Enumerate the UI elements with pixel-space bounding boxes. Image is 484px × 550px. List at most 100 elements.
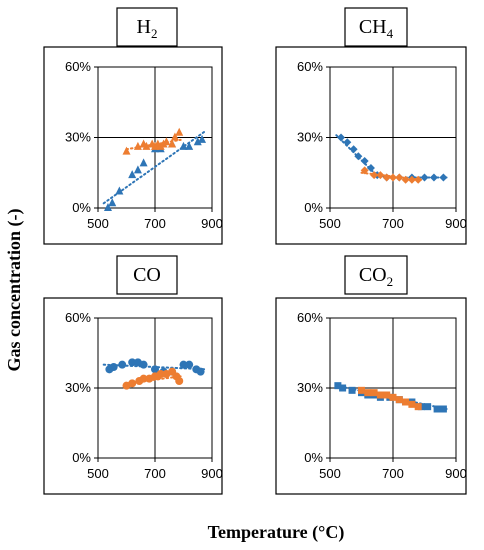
series-orange (358, 386, 423, 411)
data-point (376, 171, 385, 180)
series-orange (122, 127, 184, 155)
data-point (389, 173, 397, 182)
y-tick-label: 0% (304, 200, 323, 215)
data-point (407, 175, 416, 184)
x-axis-label: Temperature (°C) (208, 522, 345, 543)
y-tick-label: 60% (297, 59, 323, 74)
x-tick-label: 500 (319, 466, 341, 481)
data-point (401, 175, 410, 184)
panel-title-box (116, 7, 178, 47)
y-tick-label: 60% (297, 310, 323, 325)
data-point (139, 158, 148, 167)
data-point (383, 391, 391, 399)
data-point (170, 132, 179, 141)
x-tick-label: 700 (382, 466, 404, 481)
data-point (414, 403, 422, 411)
data-point (128, 170, 137, 179)
data-point (175, 127, 184, 136)
y-axis-label: Gas concentration (-) (4, 209, 25, 372)
x-tick-label: 500 (319, 216, 341, 231)
panel-frame (275, 46, 467, 245)
data-point (115, 186, 124, 195)
data-point (139, 374, 148, 383)
x-tick-label: 900 (445, 216, 467, 231)
panel-title: H2 (137, 16, 158, 41)
series-orange (122, 367, 184, 390)
data-point (429, 173, 438, 182)
chart-panel-4: CO2 500 700 900 0% 30% 60% (275, 255, 467, 495)
data-point (193, 137, 202, 146)
y-tick-label: 60% (65, 310, 91, 325)
data-point (364, 389, 372, 397)
data-point (156, 370, 165, 378)
data-point (420, 173, 429, 182)
x-tick-label: 700 (382, 216, 404, 231)
data-point (185, 141, 194, 150)
data-point (198, 134, 207, 143)
x-tick-label: 700 (144, 466, 166, 481)
data-point (360, 157, 369, 165)
x-tick-label: 900 (201, 216, 223, 231)
data-point (196, 367, 205, 376)
y-tick-label: 0% (72, 200, 91, 215)
data-point (128, 358, 137, 367)
y-tick-label: 30% (65, 130, 91, 145)
panel-title: CH4 (359, 16, 394, 41)
x-tick-label: 900 (445, 466, 467, 481)
data-point (382, 173, 391, 182)
y-tick-label: 30% (65, 380, 91, 395)
data-point (139, 360, 148, 369)
chart-panel-2: CH4 500 700 900 0% 30% 60% (275, 7, 467, 245)
panel-title: CO (133, 264, 161, 286)
data-point (179, 360, 188, 369)
data-point (103, 203, 112, 211)
data-point (175, 377, 184, 385)
data-point (109, 363, 118, 371)
data-point (133, 141, 142, 150)
data-point (424, 403, 432, 411)
data-point (118, 360, 127, 369)
data-point (343, 138, 352, 147)
data-point (339, 384, 347, 392)
data-point (162, 137, 171, 146)
data-point (389, 393, 397, 401)
data-point (408, 400, 416, 408)
data-point (122, 146, 131, 155)
data-point (439, 405, 447, 413)
data-point (395, 173, 404, 182)
data-point (376, 391, 384, 399)
data-point (334, 382, 342, 390)
data-point (133, 165, 142, 174)
y-tick-label: 60% (65, 59, 91, 74)
x-tick-label: 900 (201, 466, 223, 481)
panel-title-box (116, 255, 178, 295)
panel-title: CO2 (359, 264, 393, 289)
data-point (395, 396, 403, 404)
y-tick-label: 0% (72, 450, 91, 465)
data-point (358, 386, 365, 394)
data-point (370, 389, 378, 397)
x-tick-label: 500 (87, 216, 109, 231)
data-point (151, 365, 159, 374)
data-point (433, 405, 441, 413)
data-point (128, 379, 137, 388)
data-point (370, 171, 379, 180)
panel-frame (43, 297, 223, 495)
data-point (337, 133, 346, 142)
data-point (348, 386, 356, 394)
data-point (142, 141, 151, 150)
y-tick-label: 30% (297, 130, 323, 145)
y-tick-label: 0% (304, 450, 323, 465)
x-tick-label: 700 (144, 216, 166, 231)
data-point (360, 166, 369, 175)
series-orange (360, 166, 423, 184)
data-point (108, 198, 117, 207)
data-point (402, 398, 410, 406)
data-point (349, 145, 358, 154)
data-point (179, 141, 188, 150)
data-point (168, 139, 177, 148)
chart-panel-3: CO 500 700 900 0% 30% 60% (43, 255, 223, 495)
panel-frame (43, 46, 223, 245)
